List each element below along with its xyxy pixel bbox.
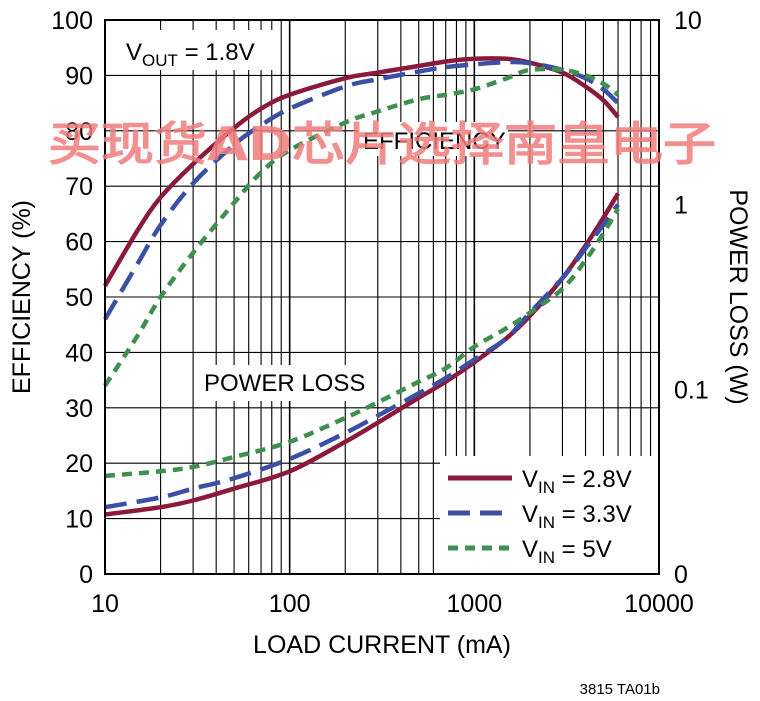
- efficiency-label: EFFICIENCY: [363, 128, 506, 155]
- vout-box: [118, 30, 273, 70]
- y-left-tick-label: 0: [79, 561, 93, 589]
- y-right-tick-label: 0.1: [674, 376, 709, 404]
- y-left-tick-label: 70: [65, 173, 93, 201]
- power-loss-curve-series-0: [104, 192, 620, 517]
- y-left-tick-label: 80: [65, 118, 93, 146]
- power-loss-label: POWER LOSS: [204, 370, 365, 397]
- y-left-tick-label: 30: [65, 395, 93, 423]
- legend: VIN = 2.8V VIN = 3.3V VIN = 5V: [440, 456, 658, 573]
- y-right-tick-label: 1: [674, 192, 688, 220]
- y-left-tick-label: 50: [65, 284, 93, 312]
- efficiency-curve-series-2: [103, 66, 620, 387]
- watermark: 买现货AD芯片选择南皇电子: [48, 117, 716, 171]
- vout-prefix: V: [126, 39, 142, 66]
- efficiency-curve-series-0: [103, 56, 620, 288]
- y-left-tick-label: 20: [65, 450, 93, 478]
- efficiency-label-box: [358, 122, 508, 156]
- y-left-tick-label: 40: [65, 339, 93, 367]
- efficiency-curve-series-1: [103, 59, 620, 321]
- x-axis-label: LOAD CURRENT (mA): [253, 631, 511, 659]
- legend-entry-2v8: VIN = 2.8V: [522, 466, 632, 497]
- x-tick-label: 10000: [624, 590, 694, 618]
- x-tick-label: 10: [91, 590, 119, 618]
- y-left-tick-label: 100: [51, 7, 93, 35]
- x-tick-label: 1000: [447, 590, 503, 618]
- x-tick-label: 100: [269, 590, 311, 618]
- legend-entry-3v3: VIN = 3.3V: [522, 501, 632, 532]
- power-loss-label-box: [198, 365, 370, 401]
- y-left-tick-label: 90: [65, 62, 93, 90]
- y-left-tick-label: 10: [65, 506, 93, 534]
- tick-labels: 10 100 1000 10000010203040506070809010000.1…: [51, 7, 708, 618]
- power-loss-curve-series-1: [104, 203, 620, 510]
- vout-annotation: VOUT = 1.8V: [126, 39, 255, 70]
- y-left-tick-label: 60: [65, 229, 93, 257]
- plot-frame: [104, 19, 660, 575]
- power-loss-curve-series-2: [104, 207, 620, 479]
- y-axis-right-label: POWER LOSS (W): [724, 189, 752, 404]
- y-right-tick-label: 10: [674, 7, 702, 35]
- vout-sub: OUT: [142, 51, 178, 70]
- series-curves: [103, 56, 620, 517]
- y-right-tick-label: 0: [674, 561, 688, 589]
- y-axis-left-label: EFFICIENCY (%): [8, 200, 36, 394]
- legend-entry-5v: VIN = 5V: [522, 536, 612, 567]
- vout-value: = 1.8V: [178, 39, 255, 66]
- figure-code: 3815 TA01b: [580, 681, 660, 698]
